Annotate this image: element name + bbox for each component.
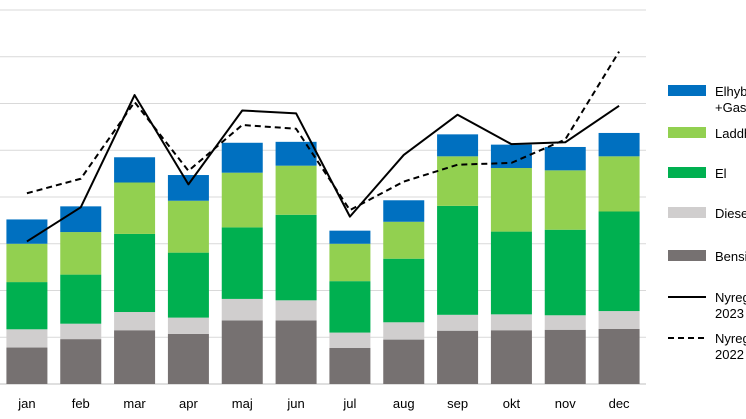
bar-apr-laddhybrid — [167, 200, 209, 253]
line-nyreg-2022 — [26, 51, 620, 212]
bar-maj-el — [221, 227, 263, 299]
legend-label: Bensin — [715, 249, 746, 264]
bar-nov-laddhybrid — [544, 170, 586, 230]
bar-aug-bensin — [383, 339, 425, 384]
bar-okt-diesel — [490, 314, 532, 331]
legend-label: El — [715, 166, 727, 181]
legend-swatch — [668, 127, 706, 138]
legend-label-line2: +Gas — [715, 100, 746, 115]
legend-label-line2: 2023 — [715, 306, 744, 321]
bar-feb-laddhybrid — [60, 232, 102, 275]
legend-entry-bensin: Bensin — [668, 249, 746, 264]
bar-sep-elhybrid-gas — [437, 134, 479, 157]
legend: Elhybrid+Gas Laddhybrid El Diesel Bensin Nyre… — [668, 84, 746, 362]
bar-jun-diesel — [275, 300, 317, 321]
x-tick-mar: mar — [123, 396, 146, 411]
x-axis-tick-labels: jan feb mar apr maj jun jul aug sep okt nov dec — [17, 396, 630, 411]
x-tick-jun: jun — [286, 396, 304, 411]
bar-jun-laddhybrid — [275, 165, 317, 215]
bar-jan-diesel — [6, 329, 48, 348]
bar-aug-el — [383, 258, 425, 323]
bar-jul-el — [329, 281, 371, 333]
bar-jan-bensin — [6, 347, 48, 384]
x-tick-jul: jul — [342, 396, 356, 411]
bar-jan-laddhybrid — [6, 243, 48, 283]
x-tick-maj: maj — [232, 396, 253, 411]
bar-nov-bensin — [544, 329, 586, 384]
legend-label: Laddhybrid — [715, 126, 746, 141]
bar-jun-bensin — [275, 320, 317, 384]
bar-jul-diesel — [329, 332, 371, 349]
bar-jun-elhybrid-gas — [275, 141, 317, 166]
bar-feb-el — [60, 274, 102, 324]
legend-swatch — [668, 207, 706, 218]
bar-dec-laddhybrid — [598, 156, 640, 212]
bar-aug-elhybrid-gas — [383, 200, 425, 222]
bar-sep-el — [437, 205, 479, 315]
legend-entry-elhybrid-gas: Elhybrid+Gas — [668, 84, 746, 115]
bar-maj-diesel — [221, 298, 263, 321]
legend-entry-laddhybrid: Laddhybrid — [668, 126, 746, 141]
legend-label: Nyreg. — [715, 290, 746, 305]
x-tick-aug: aug — [393, 396, 415, 411]
legend-entry-el: El — [668, 166, 727, 181]
legend-label: Elhybrid — [715, 84, 746, 99]
bar-mar-el — [114, 233, 156, 313]
bar-dec-el — [598, 211, 640, 312]
bar-mar-bensin — [114, 330, 156, 384]
stacked-bars — [6, 132, 640, 384]
bar-mar-diesel — [114, 312, 156, 331]
legend-entry-nyreg-2023: Nyreg.2023 — [668, 290, 746, 321]
bar-aug-diesel — [383, 322, 425, 340]
bar-mar-laddhybrid — [114, 182, 156, 234]
bar-jun-el — [275, 214, 317, 301]
bar-sep-diesel — [437, 314, 479, 331]
bar-sep-laddhybrid — [437, 156, 479, 206]
bar-mar-elhybrid-gas — [114, 157, 156, 183]
legend-swatch — [668, 167, 706, 178]
bar-feb-diesel — [60, 323, 102, 340]
bar-sep-bensin — [437, 330, 479, 384]
x-tick-nov: nov — [555, 396, 576, 411]
bar-apr-el — [167, 252, 209, 318]
x-tick-dec: dec — [609, 396, 630, 411]
bar-jul-bensin — [329, 348, 371, 384]
bar-apr-diesel — [167, 317, 209, 334]
legend-swatch — [668, 250, 706, 261]
bar-feb-bensin — [60, 339, 102, 384]
x-tick-apr: apr — [179, 396, 198, 411]
x-tick-jan: jan — [17, 396, 35, 411]
bar-nov-diesel — [544, 315, 586, 330]
x-tick-okt: okt — [503, 396, 521, 411]
legend-entry-diesel: Diesel — [668, 206, 746, 221]
bar-dec-bensin — [598, 328, 640, 384]
bar-okt-bensin — [490, 330, 532, 384]
bar-apr-bensin — [167, 333, 209, 384]
bar-feb-elhybrid-gas — [60, 206, 102, 233]
bar-nov-elhybrid-gas — [544, 146, 586, 171]
bar-maj-laddhybrid — [221, 172, 263, 228]
legend-label-line2: 2022 — [715, 347, 744, 362]
bar-dec-elhybrid-gas — [598, 132, 640, 157]
line-series — [26, 51, 620, 243]
bar-maj-bensin — [221, 320, 263, 384]
x-tick-sep: sep — [447, 396, 468, 411]
legend-label: Diesel — [715, 206, 746, 221]
bar-jan-el — [6, 282, 48, 330]
bar-jul-laddhybrid — [329, 243, 371, 282]
bar-okt-laddhybrid — [490, 168, 532, 232]
bar-maj-elhybrid-gas — [221, 142, 263, 173]
x-tick-feb: feb — [72, 396, 90, 411]
bar-dec-diesel — [598, 311, 640, 329]
bar-okt-elhybrid-gas — [490, 144, 532, 169]
bar-okt-el — [490, 231, 532, 315]
bar-aug-laddhybrid — [383, 221, 425, 259]
legend-swatch — [668, 85, 706, 96]
bar-jul-elhybrid-gas — [329, 230, 371, 244]
legend-label: Nyreg. — [715, 331, 746, 346]
legend-entry-nyreg-2022: Nyreg.2022 — [668, 331, 746, 362]
bar-apr-elhybrid-gas — [167, 175, 209, 201]
bar-nov-el — [544, 229, 586, 316]
